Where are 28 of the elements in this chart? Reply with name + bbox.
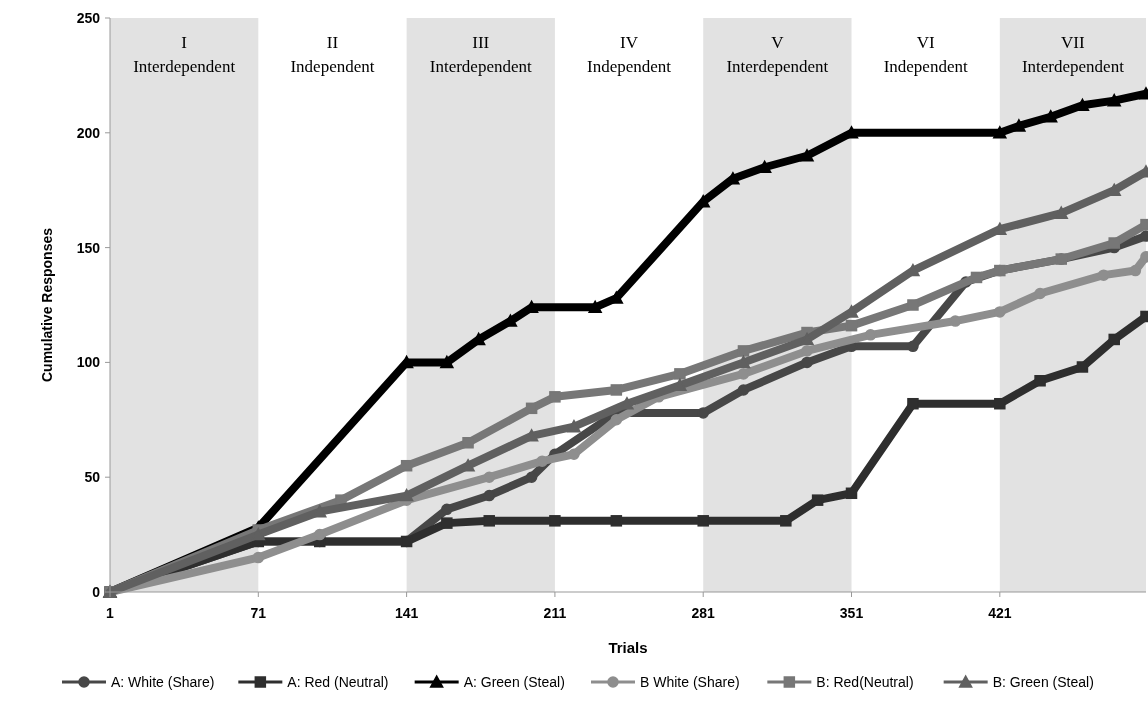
x-tick-label: 351 [839, 605, 864, 621]
annotation: II Independent [290, 33, 375, 76]
y-tick-label: 250 [76, 9, 101, 26]
y-tick-label: 100 [76, 354, 101, 371]
annotation: IV Independent [587, 33, 672, 76]
legend-label: B: Red(Neutral) [816, 674, 914, 690]
legend-label: B White (Share) [640, 674, 740, 690]
annotation: VI Independent [883, 33, 968, 76]
y-tick-label: 200 [76, 124, 101, 141]
legend-label: A: White (Share) [111, 674, 215, 690]
band-label: III Interdependent [429, 33, 533, 76]
x-tick-label: 211 [543, 605, 567, 621]
band-label: VII Interdependent [1021, 33, 1125, 76]
y-tick-label: 0 [92, 583, 101, 600]
x-axis-title: Trials [608, 639, 648, 656]
band-label: I Interdependent [133, 33, 236, 76]
x-tick-label: 71 [250, 605, 267, 621]
x-tick-label: 141 [394, 605, 419, 621]
legend-label: A: Green (Steal) [463, 674, 565, 690]
legend-label: B: Green (Steal) [992, 674, 1094, 690]
band-label: V Interdependent [726, 33, 829, 76]
y-tick-label: 150 [76, 239, 101, 256]
x-tick-label: 1 [106, 605, 115, 621]
y-tick-label: 50 [84, 469, 101, 486]
x-tick-label: 281 [691, 605, 716, 621]
legend-label: A: Red (Neutral) [287, 674, 389, 690]
x-tick-label: 421 [988, 605, 1012, 621]
y-axis-title: Cumulative Responses [39, 227, 55, 383]
